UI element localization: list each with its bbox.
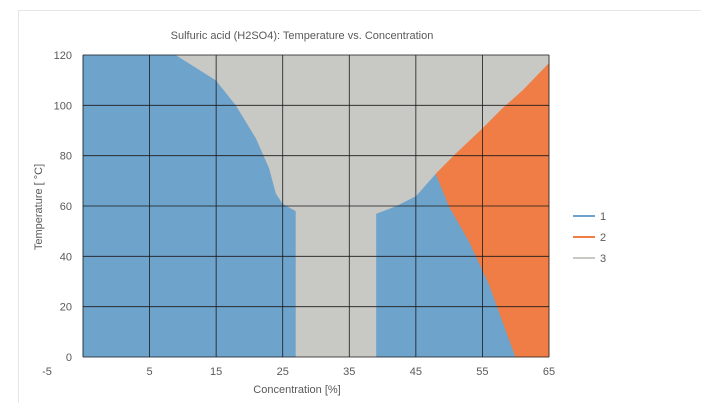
x-tick-label--5: -5 [42,366,52,378]
y-tick-label-60: 60 [60,201,72,213]
x-tick-label-65: 65 [543,366,555,378]
chart-title: Sulfuric acid (H2SO4): Temperature vs. C… [171,30,434,42]
y-tick-label-80: 80 [60,151,72,163]
x-tick-label-15: 15 [210,366,222,378]
chart-legend: 1 2 3 [573,211,606,265]
y-tick-label-20: 20 [60,302,72,314]
x-tick-label-5: 5 [147,366,153,378]
legend-label-3: 3 [600,253,606,265]
x-tick-label-35: 35 [343,366,355,378]
y-tick-label-0: 0 [66,352,72,364]
y-axis-label: Temperature [ °C] [33,164,45,250]
x-tick-label-25: 25 [277,366,289,378]
legend-label-2: 2 [600,232,606,244]
chart-gridlines [82,54,550,358]
y-tick-label-40: 40 [60,251,72,263]
x-tick-label-55: 55 [476,366,488,378]
frame-top-line [18,10,701,11]
y-tick-labels: 0 20 40 60 80 100 120 [54,50,72,364]
x-tick-labels: -5 5 15 25 35 45 55 65 [42,366,555,378]
legend-label-1: 1 [600,211,606,223]
y-tick-label-100: 100 [54,100,72,112]
x-tick-label-45: 45 [410,366,422,378]
frame-left-line [18,10,19,403]
x-axis-label: Concentration [%] [253,384,340,396]
y-tick-label-120: 120 [54,50,72,62]
